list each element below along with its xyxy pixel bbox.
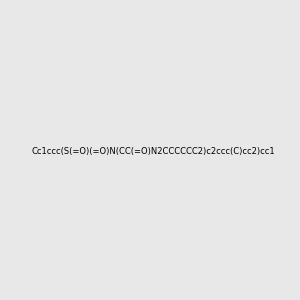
Text: Cc1ccc(S(=O)(=O)N(CC(=O)N2CCCCCC2)c2ccc(C)cc2)cc1: Cc1ccc(S(=O)(=O)N(CC(=O)N2CCCCCC2)c2ccc(… xyxy=(32,147,276,156)
